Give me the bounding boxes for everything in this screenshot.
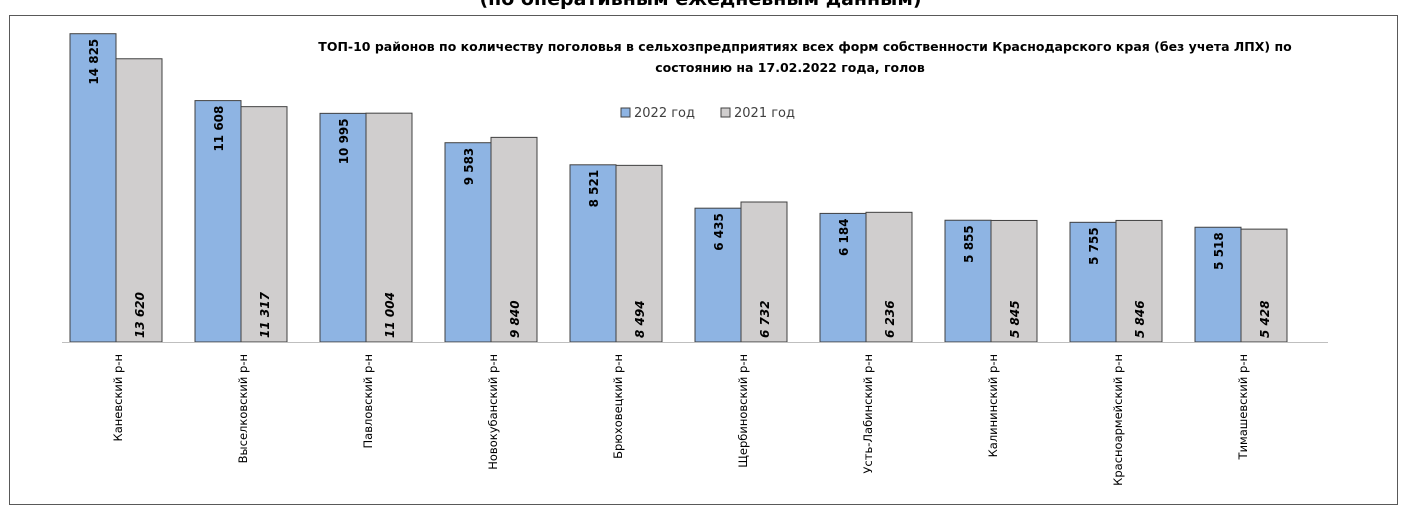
data-label-2022: 9 583	[462, 148, 476, 186]
category-labels: Каневский р-н Выселковский р-н Павловский …	[111, 354, 1250, 486]
chart-legend: 2022 год 2021 год	[620, 106, 795, 121]
bar-2021	[615, 164, 663, 343]
chart-frame: ТОП-10 районов по количеству поголовья в…	[9, 15, 1398, 505]
data-label-2021: 5 845	[1008, 300, 1022, 338]
bar-2021	[240, 106, 288, 343]
bars	[69, 33, 1288, 343]
legend-swatch	[620, 107, 631, 118]
legend-swatch	[720, 107, 731, 118]
page-header-cut: (по оперативным ежедневным данным)	[0, 0, 1401, 10]
bar-2021	[990, 219, 1038, 343]
category-label: Каневский р-н	[111, 354, 125, 441]
category-label: Красноармейский р-н	[1111, 354, 1125, 486]
bar-2021	[365, 112, 413, 343]
data-label-2022: 10 995	[337, 118, 351, 164]
bar-2021	[1240, 228, 1288, 343]
category-label: Выселковский р-н	[236, 354, 250, 463]
data-label-2022: 11 608	[212, 106, 226, 152]
data-label-2021: 11 004	[383, 292, 397, 338]
data-label-2021: 13 620	[133, 292, 147, 338]
bar-2021	[740, 201, 788, 343]
category-label: Новокубанский р-н	[486, 354, 500, 470]
data-label-2022: 6 435	[712, 213, 726, 251]
bar-2022	[1194, 226, 1242, 343]
category-label: Щербиновский р-н	[736, 354, 750, 468]
category-label: Тимашевский р-н	[1236, 354, 1250, 460]
data-label-2022: 5 518	[1212, 232, 1226, 270]
chart-title-line: состоянию на 17.02.2022 года, голов	[655, 60, 925, 75]
bar-2021	[865, 211, 913, 343]
data-label-2022: 5 755	[1087, 227, 1101, 265]
data-label-2022: 8 521	[587, 170, 601, 208]
category-label: Калининский р-н	[986, 354, 1000, 457]
category-label: Усть-Лабинский р-н	[861, 354, 875, 474]
data-label-2021: 9 840	[508, 300, 522, 338]
bar-2021	[1115, 219, 1163, 343]
data-label-2021: 6 732	[758, 300, 772, 338]
bar-2022	[194, 100, 242, 343]
data-label-2021: 5 428	[1258, 300, 1272, 338]
bar-2022	[69, 33, 117, 343]
bar-2022	[319, 112, 367, 343]
data-label-2021: 6 236	[883, 300, 897, 338]
data-label-2021: 8 494	[633, 300, 647, 338]
data-labels: 14 825 13 620 11 608 11 317 10 995 11 004 9 58…	[87, 39, 1272, 338]
data-label-2022: 14 825	[87, 39, 101, 85]
category-label: Брюховецкий р-н	[611, 354, 625, 459]
legend-label: 2022 год	[634, 106, 695, 121]
data-label-2022: 5 855	[962, 225, 976, 263]
data-label-2022: 6 184	[837, 218, 851, 256]
category-label: Павловский р-н	[361, 354, 375, 448]
bar-2021	[115, 58, 163, 343]
data-label-2021: 5 846	[1133, 300, 1147, 338]
bar-2022	[1069, 221, 1117, 343]
data-label-2021: 11 317	[258, 291, 272, 338]
chart-title: ТОП-10 районов по количеству поголовья в…	[318, 39, 1292, 75]
legend-label: 2021 год	[734, 106, 795, 121]
bar-2021	[490, 136, 538, 343]
bar-chart: ТОП-10 районов по количеству поголовья в…	[62, 33, 1328, 486]
chart-title-line: ТОП-10 районов по количеству поголовья в…	[318, 39, 1292, 54]
